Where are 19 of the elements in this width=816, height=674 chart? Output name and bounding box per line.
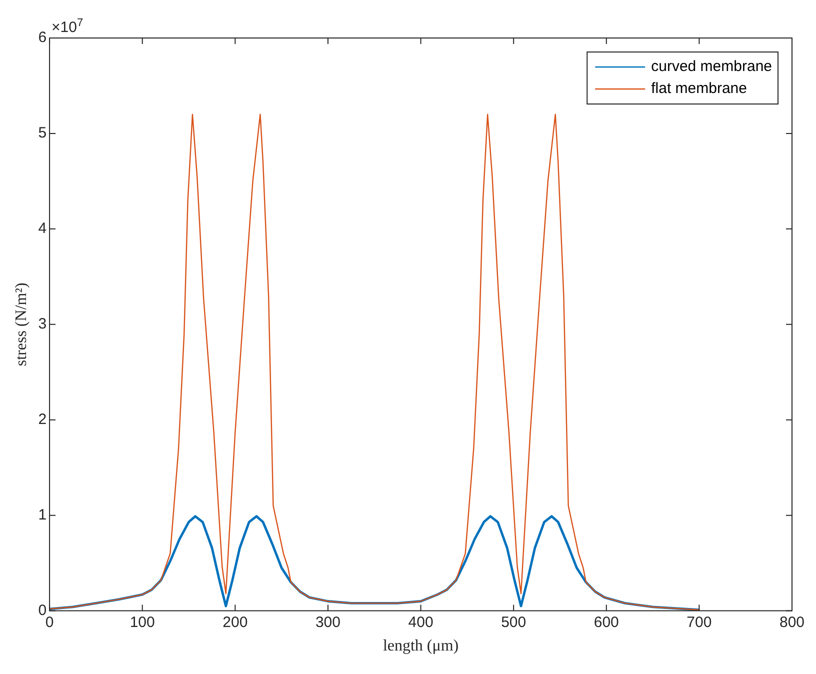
y-tick-label: 2 (38, 411, 47, 428)
legend-label: curved membrane (651, 58, 772, 76)
x-tick-label: 100 (130, 614, 155, 631)
legend-label: flat membrane (651, 80, 747, 98)
x-tick-label: 800 (779, 614, 805, 631)
y-tick-label: 4 (38, 220, 47, 238)
x-tick-label: 200 (222, 614, 248, 631)
y-tick-label: 1 (38, 506, 47, 524)
x-tick-label: 400 (408, 614, 434, 631)
y-tick-label: 3 (38, 316, 47, 333)
x-tick-label: 700 (686, 614, 712, 631)
y-axis-title: stress (N/m²) (12, 282, 30, 366)
y-tick-label: 5 (38, 124, 47, 142)
x-axis-title: length (μm) (382, 638, 459, 655)
x-tick-label: 500 (501, 614, 526, 631)
x-tick-label: 600 (594, 614, 619, 631)
y-tick-label: 0 (38, 602, 47, 619)
y-tick-label: 6 (38, 29, 47, 46)
x-tick-label: 300 (315, 614, 340, 631)
